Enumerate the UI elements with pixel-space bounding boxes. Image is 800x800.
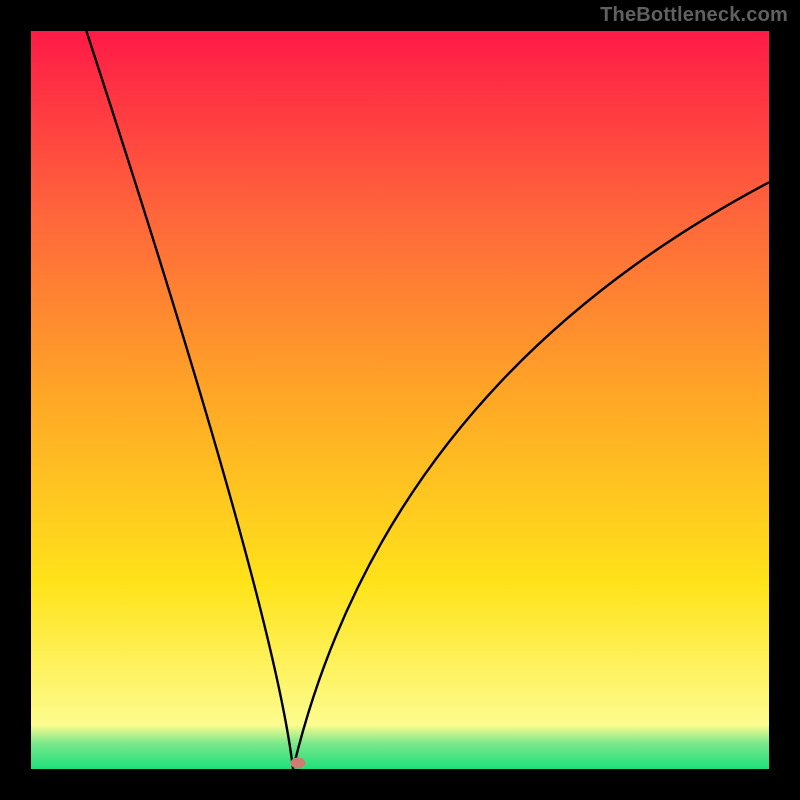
watermark-text: TheBottleneck.com [600, 4, 788, 27]
plot-area [31, 31, 769, 769]
chart-container: TheBottleneck.com [0, 0, 800, 800]
curve-path [86, 31, 769, 769]
bottleneck-curve [31, 31, 769, 769]
optimal-point-marker [291, 758, 306, 769]
